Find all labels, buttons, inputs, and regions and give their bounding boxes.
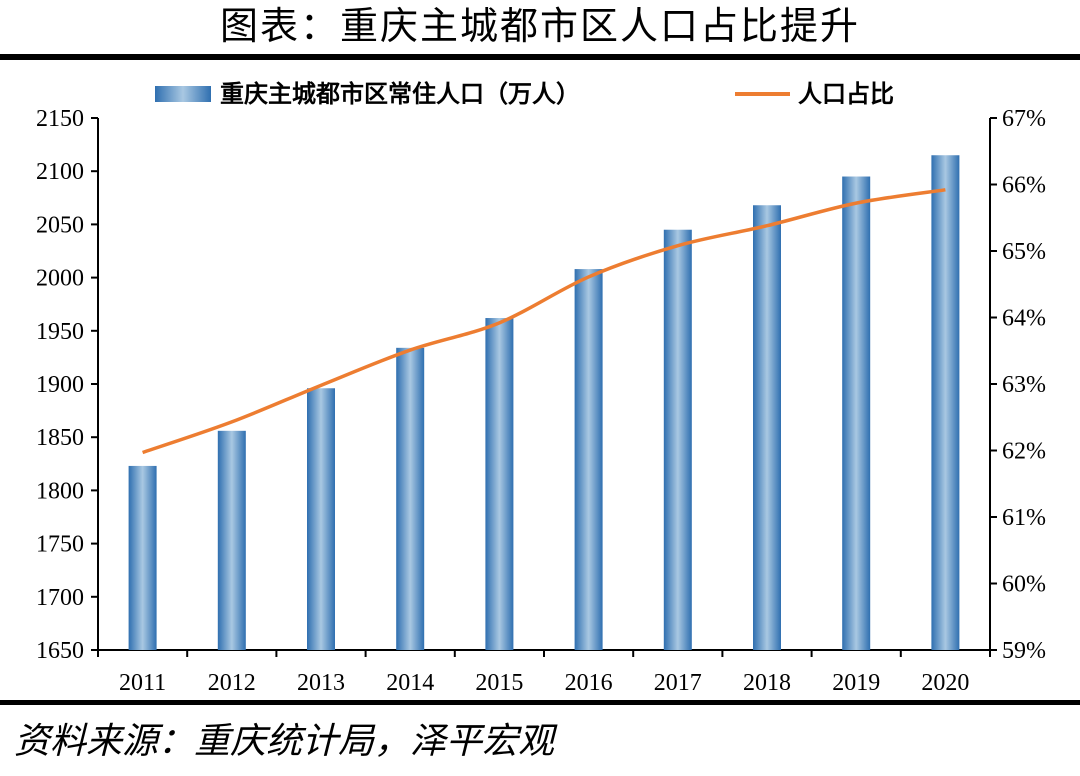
bar (842, 176, 871, 650)
x-tick-label: 2016 (565, 670, 613, 696)
y-right-tick-label: 61% (1002, 505, 1046, 531)
bar (931, 155, 960, 651)
line-series (142, 188, 946, 455)
x-tick-label: 2017 (654, 670, 702, 696)
x-tick-label: 2011 (119, 670, 166, 696)
y-left-tick-label: 1850 (36, 425, 84, 451)
x-tick-label: 2019 (832, 670, 880, 696)
bar (753, 205, 781, 651)
y-right-tick-label: 62% (1002, 439, 1046, 465)
y-left-tick-label: 2150 (36, 106, 84, 132)
bar (128, 465, 157, 650)
bar (485, 318, 514, 650)
x-tick-label: 2018 (743, 670, 791, 696)
y-right-tick-label: 66% (1002, 173, 1046, 199)
x-tick-label: 2014 (386, 670, 434, 696)
y-left-tick-label: 1950 (36, 319, 84, 345)
y-left-tick-label: 1800 (36, 478, 84, 504)
x-tick-label: 2013 (297, 670, 345, 696)
y-left-tick-label: 2000 (36, 266, 84, 292)
y-right-tick-label: 59% (1002, 638, 1046, 664)
y-left-tick-label: 1750 (36, 532, 84, 558)
bar (396, 347, 425, 650)
legend-bar-swatch (155, 86, 211, 102)
legend: 重庆主城都市区常住人口（万人） 人口占比 (155, 80, 894, 108)
bottom-divider (0, 700, 1080, 705)
legend-bar-label: 重庆主城都市区常住人口（万人） (220, 80, 580, 108)
y-left-tick-label: 1700 (36, 585, 84, 611)
y-left-tick-label: 2050 (36, 212, 84, 238)
axes: 1650 1700 1750 1800 1850 1900 1950 2000 2050 2100… (36, 106, 1046, 696)
chart-title: 图表：重庆主城都市区人口占比提升 (219, 4, 860, 48)
bar (307, 388, 335, 650)
source-note: 资料来源：重庆统计局，泽平宏观 (14, 721, 555, 762)
y-left-tick-label: 1650 (36, 638, 84, 664)
y-left-tick-label: 2100 (36, 159, 84, 185)
legend-line-label: 人口占比 (798, 80, 894, 108)
y-left-tick-label: 1900 (36, 372, 84, 398)
line-series-path (142, 188, 946, 455)
y-right-tick-label: 65% (1002, 239, 1046, 265)
bar (574, 269, 603, 650)
x-tick-label: 2020 (921, 670, 969, 696)
bar (217, 430, 246, 650)
top-divider (0, 54, 1080, 60)
bars (128, 155, 960, 651)
y-right-tick-label: 60% (1002, 572, 1046, 598)
y-right-tick-label: 64% (1002, 306, 1046, 332)
y-right-tick-label: 67% (1002, 106, 1046, 132)
chart-canvas: 重庆主城都市区常住人口（万人） 人口占比 1650 1700 1750 1800 185… (36, 80, 1046, 696)
bar (663, 229, 692, 650)
x-tick-label: 2015 (475, 670, 523, 696)
x-tick-label: 2012 (208, 670, 256, 696)
y-right-tick-label: 63% (1002, 372, 1046, 398)
